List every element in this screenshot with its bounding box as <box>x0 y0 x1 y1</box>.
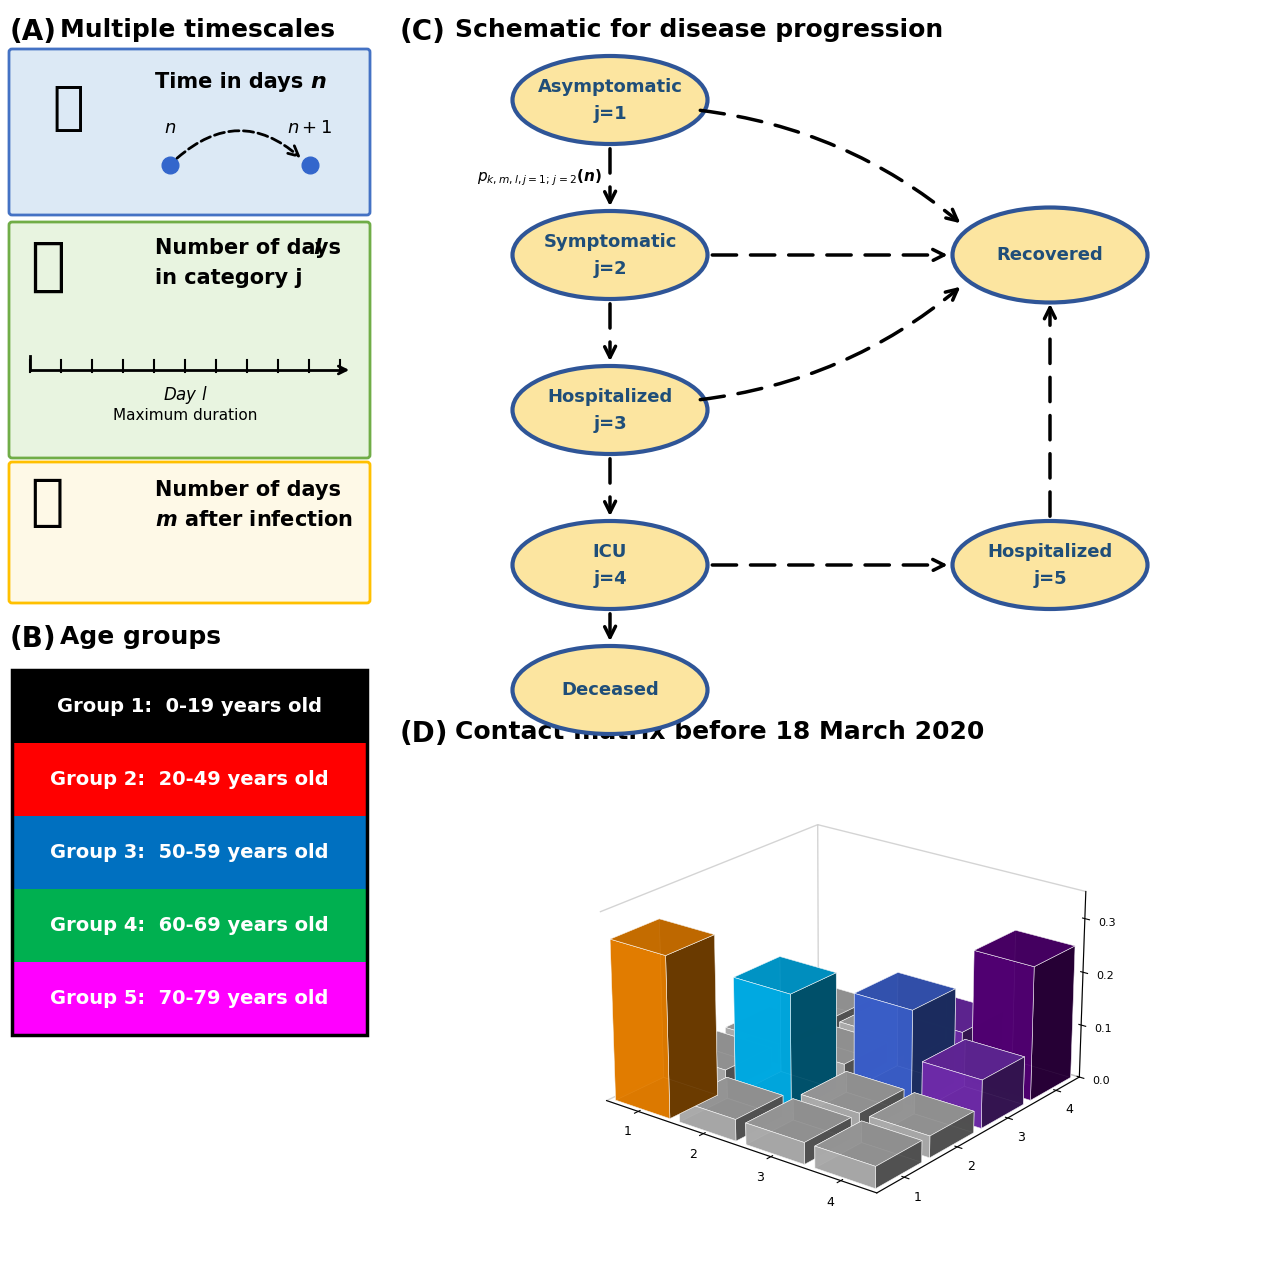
Text: ICU: ICU <box>593 544 627 561</box>
Text: Group 1:  0-19 years old: Group 1: 0-19 years old <box>58 697 323 716</box>
Text: Contact matrix before 18 March 2020: Contact matrix before 18 March 2020 <box>454 720 984 744</box>
Text: $n$: $n$ <box>164 119 177 137</box>
Ellipse shape <box>952 521 1147 610</box>
Ellipse shape <box>512 56 708 144</box>
FancyArrowPatch shape <box>712 560 943 570</box>
Text: Hospitalized: Hospitalized <box>987 544 1112 561</box>
Text: Maximum duration: Maximum duration <box>113 408 257 423</box>
Text: 🔔: 🔔 <box>29 237 65 295</box>
FancyArrowPatch shape <box>604 613 616 638</box>
Text: $\boldsymbol{p_{k,m,l,j=1;\,j=2}(n)}$: $\boldsymbol{p_{k,m,l,j=1;\,j=2}(n)}$ <box>477 168 602 188</box>
FancyArrowPatch shape <box>700 110 957 221</box>
Ellipse shape <box>952 207 1147 302</box>
FancyArrowPatch shape <box>1044 307 1056 516</box>
Ellipse shape <box>512 366 708 453</box>
Text: Number of days: Number of days <box>155 237 348 258</box>
Text: (A): (A) <box>10 18 58 46</box>
Ellipse shape <box>512 521 708 610</box>
FancyBboxPatch shape <box>12 817 367 889</box>
Text: $\boldsymbol{l}$: $\boldsymbol{l}$ <box>314 237 323 258</box>
Ellipse shape <box>512 646 708 734</box>
FancyArrowPatch shape <box>604 458 616 512</box>
Text: Group 3:  50-59 years old: Group 3: 50-59 years old <box>50 843 329 862</box>
Text: ⏳: ⏳ <box>29 476 63 530</box>
Text: j=5: j=5 <box>1033 570 1066 588</box>
Text: Schematic for disease progression: Schematic for disease progression <box>454 18 943 42</box>
FancyBboxPatch shape <box>12 743 367 817</box>
Text: Age groups: Age groups <box>60 625 221 649</box>
FancyBboxPatch shape <box>9 462 370 603</box>
FancyArrowPatch shape <box>177 131 298 159</box>
Text: Number of days: Number of days <box>155 480 340 500</box>
FancyBboxPatch shape <box>12 961 367 1035</box>
FancyArrowPatch shape <box>604 149 616 202</box>
FancyBboxPatch shape <box>9 50 370 215</box>
Text: (D): (D) <box>399 720 448 748</box>
Text: 🕐: 🕐 <box>52 83 83 135</box>
Ellipse shape <box>512 211 708 298</box>
Text: (C): (C) <box>399 18 445 46</box>
Text: Time in days: Time in days <box>155 72 311 91</box>
Text: $n+1$: $n+1$ <box>288 119 333 137</box>
FancyArrowPatch shape <box>338 366 346 373</box>
Text: j=4: j=4 <box>593 570 627 588</box>
Text: j=3: j=3 <box>593 415 627 433</box>
FancyArrowPatch shape <box>604 304 616 357</box>
Text: j=1: j=1 <box>593 105 627 123</box>
Text: Group 2:  20-49 years old: Group 2: 20-49 years old <box>50 770 329 789</box>
Text: Group 5:  70-79 years old: Group 5: 70-79 years old <box>50 989 329 1008</box>
Text: Symptomatic: Symptomatic <box>543 232 677 251</box>
Text: Hospitalized: Hospitalized <box>548 389 672 406</box>
Text: Day $l$: Day $l$ <box>163 384 207 406</box>
Text: j=2: j=2 <box>593 260 627 278</box>
Text: Deceased: Deceased <box>561 681 659 698</box>
FancyBboxPatch shape <box>9 222 370 458</box>
Text: in category j: in category j <box>155 268 302 288</box>
Text: $\boldsymbol{n}$: $\boldsymbol{n}$ <box>310 72 326 91</box>
Text: (B): (B) <box>10 625 56 653</box>
FancyArrowPatch shape <box>700 290 957 400</box>
FancyArrowPatch shape <box>712 249 943 260</box>
Text: Multiple timescales: Multiple timescales <box>60 18 335 42</box>
Text: Asymptomatic: Asymptomatic <box>538 77 682 97</box>
Text: Group 4:  60-69 years old: Group 4: 60-69 years old <box>50 916 329 935</box>
FancyBboxPatch shape <box>12 889 367 961</box>
Text: $\boldsymbol{m}$ after infection: $\boldsymbol{m}$ after infection <box>155 511 353 530</box>
FancyBboxPatch shape <box>12 671 367 743</box>
Text: Recovered: Recovered <box>997 246 1103 264</box>
